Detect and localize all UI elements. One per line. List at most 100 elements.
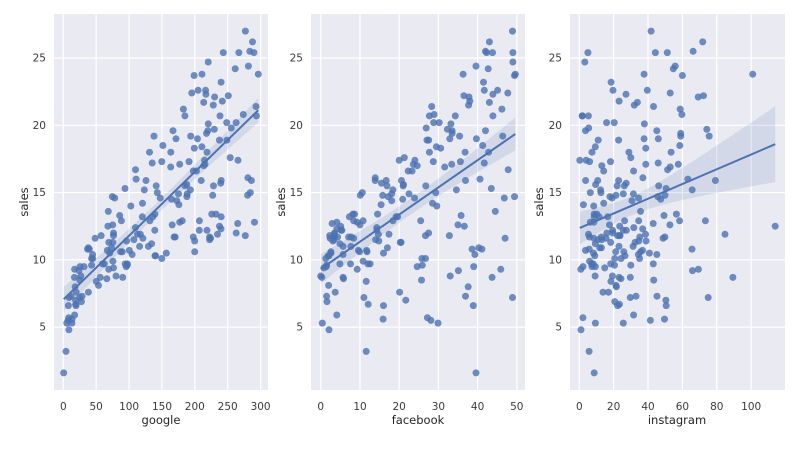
data-point	[227, 124, 235, 132]
data-point	[472, 135, 480, 143]
scatter-points	[576, 27, 779, 377]
data-point	[112, 272, 120, 280]
x-tick-label: 50	[90, 401, 103, 413]
data-point	[653, 292, 661, 300]
data-point	[185, 158, 193, 166]
data-point	[140, 186, 148, 194]
data-point	[600, 199, 608, 207]
data-point	[362, 347, 370, 355]
data-point	[396, 288, 404, 296]
data-point	[411, 194, 418, 202]
data-point	[176, 160, 184, 168]
data-point	[480, 159, 488, 167]
data-point	[425, 229, 433, 237]
data-point	[466, 97, 474, 105]
data-point	[615, 177, 623, 184]
data-point	[217, 213, 225, 221]
data-point	[72, 288, 80, 296]
data-point	[585, 245, 593, 253]
data-point	[591, 272, 599, 280]
data-point	[67, 292, 75, 300]
data-point	[201, 160, 209, 168]
data-point	[97, 232, 105, 240]
data-point	[84, 288, 92, 296]
data-point	[123, 237, 131, 245]
data-point	[471, 251, 479, 258]
data-point	[678, 72, 686, 79]
y-tick-label: 10	[33, 254, 46, 266]
data-point	[108, 244, 116, 252]
data-point	[694, 93, 702, 101]
data-point	[454, 221, 462, 229]
data-point	[676, 105, 684, 113]
data-point	[99, 260, 106, 268]
x-tick-label: 80	[710, 401, 723, 413]
data-point	[323, 298, 331, 306]
data-point	[509, 294, 516, 301]
data-point	[375, 237, 383, 245]
data-point	[669, 65, 677, 73]
data-point	[432, 189, 440, 197]
data-point	[326, 232, 334, 240]
data-point	[359, 257, 367, 265]
y-tick-label: 15	[290, 187, 303, 199]
data-point	[151, 210, 159, 218]
data-point	[252, 103, 260, 110]
data-point	[511, 70, 519, 78]
data-point	[136, 230, 144, 238]
data-point	[235, 49, 243, 57]
data-point	[487, 185, 495, 192]
data-point	[653, 251, 661, 258]
tick-labels: 0 20 40 60 80 100 5 10 15 20 25	[549, 53, 762, 414]
data-point	[594, 136, 602, 144]
data-point	[339, 273, 347, 281]
data-point	[223, 136, 231, 144]
data-point	[491, 207, 499, 215]
data-point	[209, 191, 217, 199]
data-point	[389, 217, 397, 225]
data-point	[608, 272, 616, 280]
data-point	[200, 98, 208, 106]
data-point	[132, 224, 139, 232]
data-point	[485, 38, 493, 46]
data-point	[711, 177, 719, 184]
data-point	[226, 154, 234, 162]
data-point	[609, 226, 617, 234]
data-point	[586, 218, 594, 226]
data-point	[460, 92, 468, 100]
data-point	[158, 158, 166, 166]
data-point	[139, 199, 146, 207]
data-point	[666, 163, 674, 171]
data-point	[216, 136, 223, 144]
data-point	[189, 167, 197, 175]
data-point	[674, 160, 682, 168]
data-point	[590, 369, 598, 377]
data-point	[582, 177, 590, 184]
data-point	[429, 199, 436, 207]
data-point	[325, 326, 333, 334]
data-point	[632, 292, 640, 300]
data-point	[187, 132, 195, 140]
data-point	[362, 277, 370, 285]
data-point	[146, 148, 153, 156]
data-point	[650, 276, 658, 284]
x-tick-label: 0	[60, 401, 67, 413]
data-point	[599, 288, 607, 296]
data-point	[203, 226, 211, 234]
data-point	[399, 195, 407, 203]
data-point	[615, 242, 623, 250]
data-point	[480, 78, 487, 86]
data-point	[338, 226, 346, 234]
x-tick-label: 30	[432, 401, 445, 413]
x-axis-label-google: google	[142, 413, 181, 427]
data-point	[64, 302, 72, 310]
data-point	[590, 234, 598, 242]
y-tick-label: 20	[549, 120, 562, 132]
data-point	[667, 148, 675, 156]
data-point	[358, 189, 366, 197]
data-point	[615, 136, 623, 144]
data-point	[325, 252, 333, 260]
data-point	[423, 314, 431, 322]
data-point	[168, 221, 176, 229]
